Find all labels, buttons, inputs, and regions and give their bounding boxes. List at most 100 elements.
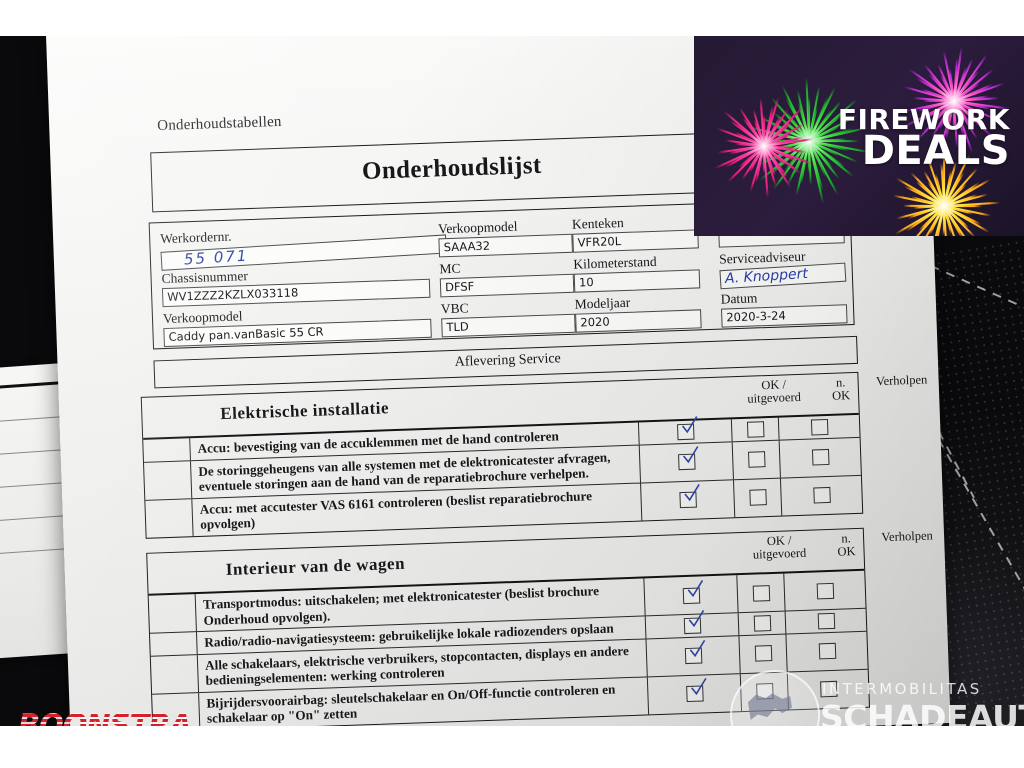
checkbox-nok-cell[interactable] — [736, 573, 785, 613]
table-row: Accu: bevestiging van de accuklemmen met… — [143, 414, 860, 463]
globe-icon — [730, 670, 820, 726]
checkbox-nok-cell[interactable] — [730, 417, 779, 441]
field-label-datum: Datum — [720, 290, 758, 307]
field-value-datum[interactable]: 2020-3-24 — [720, 304, 848, 328]
column-header-verholpen-label: Verholpen — [881, 528, 933, 545]
field-value-vbc[interactable]: TLD — [441, 313, 576, 338]
section-title: Elektrische installatie — [220, 398, 390, 424]
checkbox-ok — [678, 484, 700, 509]
checkbox-ok — [685, 677, 707, 703]
checkbox-verholpen — [817, 612, 835, 630]
firework-line-1: FIREWORK — [837, 103, 1010, 136]
table-row: Bijrijdersvoorairbag: sleutelschakelaar … — [152, 669, 869, 726]
table-row: Radio/radio-navigatiesysteem: gebruikeli… — [149, 608, 867, 657]
checkbox-nok-cell[interactable] — [732, 478, 782, 517]
checkbox-verholpen — [810, 418, 828, 436]
checkbox-nok — [752, 584, 770, 602]
checkbox-verholpen-cell[interactable] — [779, 475, 863, 516]
dealer-logo-name: BOONSTRA — [18, 708, 233, 726]
checkbox-verholpen — [811, 448, 830, 466]
column-header-nok: n. OK — [825, 531, 868, 559]
checkbox-verholpen-cell[interactable] — [783, 570, 866, 611]
firework-burst-magenta-icon — [879, 36, 1024, 176]
dealer-logo: BOONSTRA SCHADEVOERTUIGEN — [18, 708, 233, 726]
page-title: Onderhoudslijst — [361, 151, 543, 186]
row-number-cell — [150, 654, 200, 694]
column-header-verholpen: Verholpen — [861, 372, 941, 389]
delivery-service-label: Aflevering Service — [454, 351, 562, 370]
checkbox-verholpen-cell[interactable] — [778, 437, 861, 478]
check-mark-icon — [689, 677, 707, 697]
row-number-cell — [149, 632, 198, 656]
firework-deals-banner[interactable]: FIREWORK DEALS — [694, 36, 1024, 236]
checkbox-nok-cell[interactable] — [731, 440, 780, 479]
firework-burst-yellow-icon — [869, 131, 1019, 236]
maintenance-checklist-sheet: Onderhoudstabellen Page 1 of 2 Onderhoud… — [46, 36, 951, 726]
section-interieur-van-de-wagen: Interieur van de wagen OK / uitgevoerd n… — [146, 527, 933, 726]
field-column-1: Werkordernr. 55 071 Chassisnummer WV1ZZZ… — [160, 218, 448, 349]
checkbox-verholpen-cell[interactable] — [784, 608, 867, 634]
table-row: Alle schakelaars, elektrische verbruiker… — [150, 631, 868, 695]
firework-deals-text: FIREWORK DEALS — [837, 103, 1010, 174]
watermark-top-text: INTERMOBILITAS — [822, 680, 982, 698]
row-number-cell — [148, 594, 197, 633]
column-header-ok-line2: uitgevoerd — [752, 545, 807, 562]
column-header-verholpen: Verholpen — [867, 528, 947, 545]
field-value-verkoopmodel-2[interactable]: SAAA32 — [438, 233, 573, 258]
column-header-verholpen-label: Verholpen — [875, 372, 928, 389]
letterbox-top — [0, 0, 1024, 36]
checkbox-verholpen-cell[interactable] — [777, 414, 860, 440]
row-number-cell — [144, 460, 193, 500]
firework-burst-pink-icon — [694, 71, 839, 221]
checkbox-ok — [682, 579, 703, 604]
checkbox-nok-cell[interactable] — [737, 611, 786, 635]
section-title: Interieur van de wagen — [225, 553, 406, 580]
column-header-ok: OK / uitgevoerd — [728, 377, 821, 406]
table-row: Transportmodus: uitschakelen; met elektr… — [148, 570, 866, 634]
checkbox-nok — [754, 645, 772, 662]
field-value-kenteken[interactable]: VFR20L — [572, 229, 699, 253]
checkbox-verholpen — [816, 582, 834, 599]
watermark-main-text: SCHADEAUTOS.NL — [820, 698, 1024, 726]
column-header-ok: OK / uitgevoerd — [733, 533, 826, 562]
firework-line-2: DEALS — [861, 128, 1010, 174]
checkbox-ok-cell[interactable] — [640, 479, 735, 521]
checkbox-ok — [676, 415, 697, 440]
check-mark-icon — [680, 415, 698, 435]
column-header-ok-line2: uitgevoerd — [747, 389, 802, 406]
checkbox-nok — [748, 489, 767, 506]
check-mark-icon — [683, 483, 701, 503]
check-mark-icon — [687, 609, 705, 629]
check-mark-icon — [681, 445, 699, 465]
checkbox-verholpen — [818, 642, 836, 660]
table-row: De storinggeheugens van alle systemen me… — [144, 437, 861, 501]
column-header-nok-line2: OK — [837, 544, 856, 559]
section-elektrische-installatie: Elektrische installatie OK / uitgevoerd … — [140, 371, 928, 539]
checkbox-ok-cell[interactable] — [644, 609, 739, 638]
checkbox-ok-cell[interactable] — [638, 441, 733, 483]
checkbox-ok-cell[interactable] — [637, 415, 732, 445]
field-value-mc[interactable]: DFSF — [439, 273, 575, 298]
checkbox-ok-cell[interactable] — [645, 635, 740, 676]
checkbox-ok-cell[interactable] — [646, 673, 742, 714]
letterbox-bottom — [0, 726, 1024, 768]
checkbox-ok — [684, 639, 705, 665]
field-value-modeljaar[interactable]: 2020 — [575, 309, 702, 333]
column-header-nok-line2: OK — [831, 388, 851, 403]
field-column-2: Verkoopmodel SAAA32 MC DFSF VBC TLD — [438, 213, 576, 339]
check-mark-icon — [686, 579, 704, 599]
table-row: Accu: met accutester VAS 6161 controlere… — [145, 475, 863, 538]
field-value-kilometerstand[interactable]: 10 — [573, 269, 701, 293]
column-header-nok: n. OK — [819, 375, 862, 403]
checkbox-verholpen — [812, 486, 831, 504]
checkbox-ok-cell[interactable] — [643, 575, 738, 616]
checkbox-ok — [683, 609, 704, 634]
checkbox-nok — [753, 614, 771, 632]
breadcrumb: Onderhoudstabellen — [157, 113, 282, 135]
checkbox-nok — [746, 420, 764, 438]
checkbox-nok — [747, 451, 766, 468]
photo-area: Afle Dat ilom rko pe Onderhoudstabellen … — [0, 36, 1024, 726]
row-number-cell — [145, 498, 194, 538]
checkbox-ok — [677, 446, 698, 471]
